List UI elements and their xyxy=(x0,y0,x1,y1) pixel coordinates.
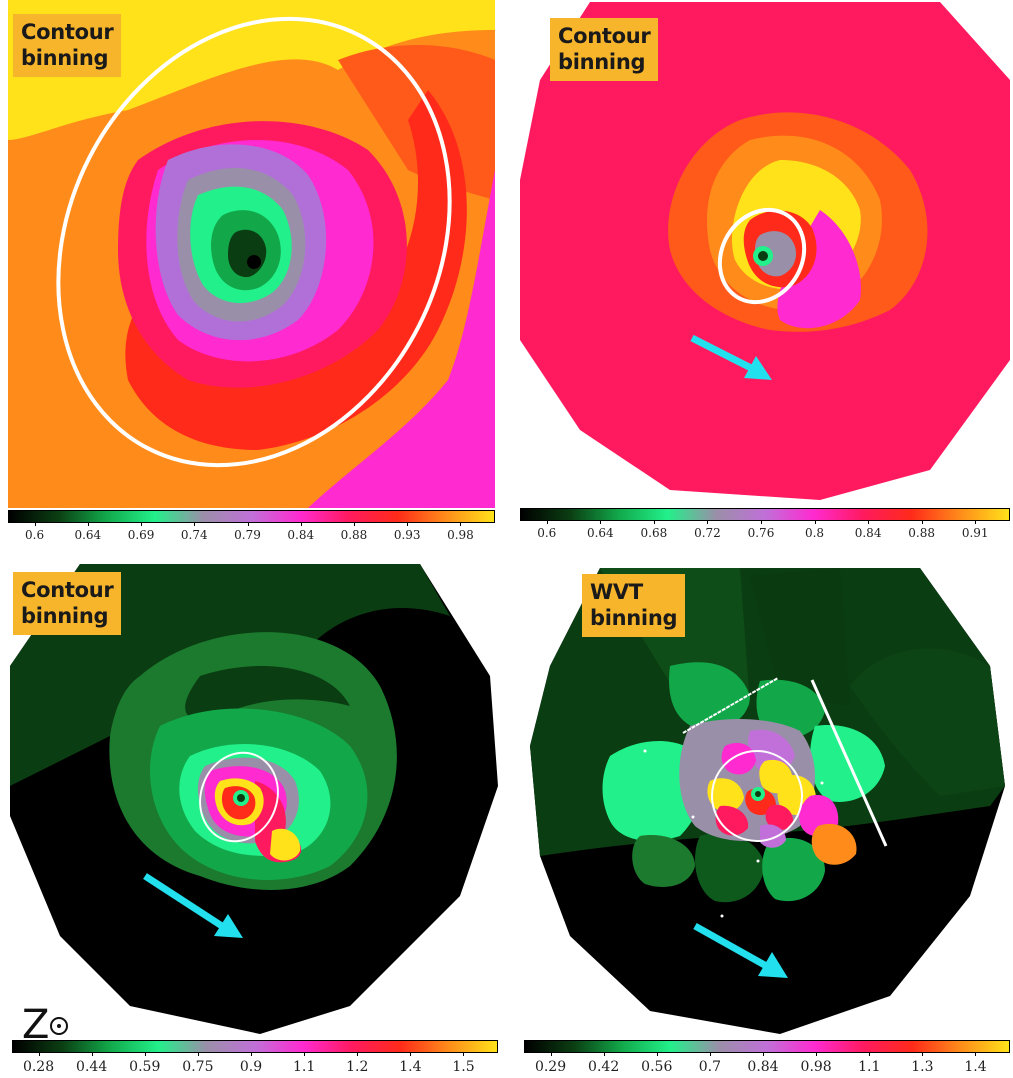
colorbar-tick xyxy=(247,522,249,526)
colorbar-gradient xyxy=(12,1040,498,1053)
colorbar-tick-label: 0.72 xyxy=(694,526,721,540)
colorbar-tick-label: 0.8 xyxy=(804,526,825,540)
colorbar-tick xyxy=(921,520,923,524)
colorbar-tick-label: 0.88 xyxy=(340,528,368,542)
colorbar-top-left: 0.6 0.64 0.69 0.74 0.79 0.84 0.88 0.93 0.98 xyxy=(8,510,495,544)
colorbar-tick xyxy=(869,1052,871,1056)
map-panel-bottom-left: Contour binning xyxy=(10,556,498,1034)
colorbar-tick xyxy=(141,522,143,526)
colorbar-tick-label: 0.64 xyxy=(586,526,614,540)
metallicity-map-wvt xyxy=(530,568,1005,1034)
colorbar-tick xyxy=(653,520,655,524)
colorbar-tick-label: 1.4 xyxy=(964,1059,987,1075)
colorbar-tick xyxy=(656,1052,658,1056)
map-panel-top-right: Contour binning xyxy=(520,0,1010,506)
colorbar-tick xyxy=(91,1052,93,1056)
colorbar-tick xyxy=(546,520,548,524)
map-panel-top-left: Contour binning xyxy=(8,0,495,508)
colorbar-tick-label: 0.76 xyxy=(747,526,775,540)
metallicity-map-contour-1 xyxy=(8,0,495,508)
colorbar-tick xyxy=(87,522,89,526)
colorbar-tick xyxy=(304,1052,306,1056)
colorbar-tick-label: 0.93 xyxy=(393,528,421,542)
colorbar-tick xyxy=(922,1052,924,1056)
colorbar-tick xyxy=(975,520,977,524)
colorbar-top-right: 0.6 0.64 0.68 0.72 0.76 0.8 0.84 0.88 0.91 xyxy=(520,508,1010,542)
binning-method-label: WVT binning xyxy=(582,574,686,637)
colorbar-tick xyxy=(194,522,196,526)
colorbar-tick xyxy=(814,520,816,524)
colorbar-tick-label: 0.56 xyxy=(641,1059,673,1075)
colorbar-tick-label: 0.84 xyxy=(287,528,315,542)
colorbar-ticks xyxy=(524,1052,1010,1057)
colorbar-tick-label: 1.2 xyxy=(346,1059,369,1075)
colorbar-bottom-right: 0.29 0.42 0.56 0.7 0.84 0.98 1.1 1.3 1.4 xyxy=(524,1040,1010,1076)
colorbar-tick-label: 0.75 xyxy=(182,1059,214,1075)
map-panel-bottom-right: WVT binning xyxy=(520,556,1010,1034)
colorbar-tick xyxy=(407,522,409,526)
colorbar-tick-label: 0.6 xyxy=(25,528,45,542)
colorbar-tick xyxy=(251,1052,252,1056)
colorbar-tick-label: 0.28 xyxy=(22,1059,55,1075)
colorbar-tick xyxy=(763,1052,764,1056)
colorbar-tick-label: 0.74 xyxy=(180,528,208,542)
colorbar-tick-label: 0.91 xyxy=(961,526,989,540)
colorbar-tick-label: 0.29 xyxy=(534,1059,567,1075)
colorbar-tick xyxy=(975,1052,977,1056)
colorbar-tick xyxy=(463,1052,465,1056)
colorbar-tick xyxy=(550,1052,552,1056)
colorbar-tick-label: 1.5 xyxy=(452,1059,475,1075)
colorbar-ticks xyxy=(12,1052,498,1057)
colorbar-tick-label: 1.3 xyxy=(911,1059,934,1075)
colorbar-tick xyxy=(816,1052,818,1056)
solar-metallicity-symbol: Z xyxy=(22,1002,68,1048)
colorbar-tick xyxy=(600,520,602,524)
colorbar-tick-label: 0.84 xyxy=(854,526,882,540)
z-letter: Z xyxy=(22,1002,50,1048)
colorbar-tick-label: 0.68 xyxy=(640,526,668,540)
colorbar-tick xyxy=(353,522,355,526)
colorbar-ticks xyxy=(8,522,495,527)
colorbar-tick-label: 0.59 xyxy=(129,1059,161,1075)
colorbar-tick xyxy=(197,1052,199,1056)
colorbar-tick-label: 0.6 xyxy=(537,526,557,540)
colorbar-gradient xyxy=(8,510,495,523)
colorbar-tick-label: 0.84 xyxy=(747,1059,779,1075)
colorbar-tick xyxy=(410,1052,412,1056)
colorbar-tick xyxy=(868,520,870,524)
colorbar-tick-label: 0.42 xyxy=(588,1059,620,1075)
binning-method-label: Contour binning xyxy=(550,18,659,81)
sun-symbol-icon xyxy=(50,1017,68,1035)
colorbar-tick xyxy=(34,522,36,526)
colorbar-tick-label: 0.98 xyxy=(447,528,474,542)
colorbar-gradient xyxy=(520,508,1010,521)
colorbar-tick-label: 0.7 xyxy=(698,1059,722,1075)
colorbar-tick xyxy=(460,522,462,526)
colorbar-tick-label: 1.1 xyxy=(858,1059,881,1075)
colorbar-tick-label: 0.98 xyxy=(800,1059,832,1075)
colorbar-tick xyxy=(709,1052,711,1056)
metallicity-map-contour-2 xyxy=(520,2,1010,500)
colorbar-bottom-left: 0.28 0.44 0.59 0.75 0.9 1.1 1.2 1.4 1.5 xyxy=(12,1040,498,1076)
colorbar-tick xyxy=(38,1052,40,1056)
binning-method-label: Contour binning xyxy=(13,14,122,77)
colorbar-tick xyxy=(300,522,302,526)
colorbar-tick-label: 0.88 xyxy=(908,526,935,540)
binning-method-label: Contour binning xyxy=(13,572,122,635)
colorbar-tick-label: 0.69 xyxy=(127,528,155,542)
colorbar-tick-label: 0.44 xyxy=(76,1059,108,1075)
colorbar-tick xyxy=(144,1052,146,1056)
colorbar-tick xyxy=(357,1052,359,1056)
colorbar-tick-label: 1.1 xyxy=(292,1059,316,1075)
colorbar-tick xyxy=(603,1052,605,1056)
colorbar-tick xyxy=(760,520,762,524)
colorbar-tick-label: 1.4 xyxy=(399,1059,422,1075)
metallicity-map-contour-3 xyxy=(10,564,498,1034)
colorbar-tick-label: 0.64 xyxy=(74,528,102,542)
colorbar-tick-label: 0.79 xyxy=(234,528,261,542)
colorbar-gradient xyxy=(524,1040,1010,1053)
colorbar-tick xyxy=(707,520,709,524)
colorbar-tick-label: 0.9 xyxy=(239,1059,263,1075)
colorbar-ticks xyxy=(520,520,1010,525)
